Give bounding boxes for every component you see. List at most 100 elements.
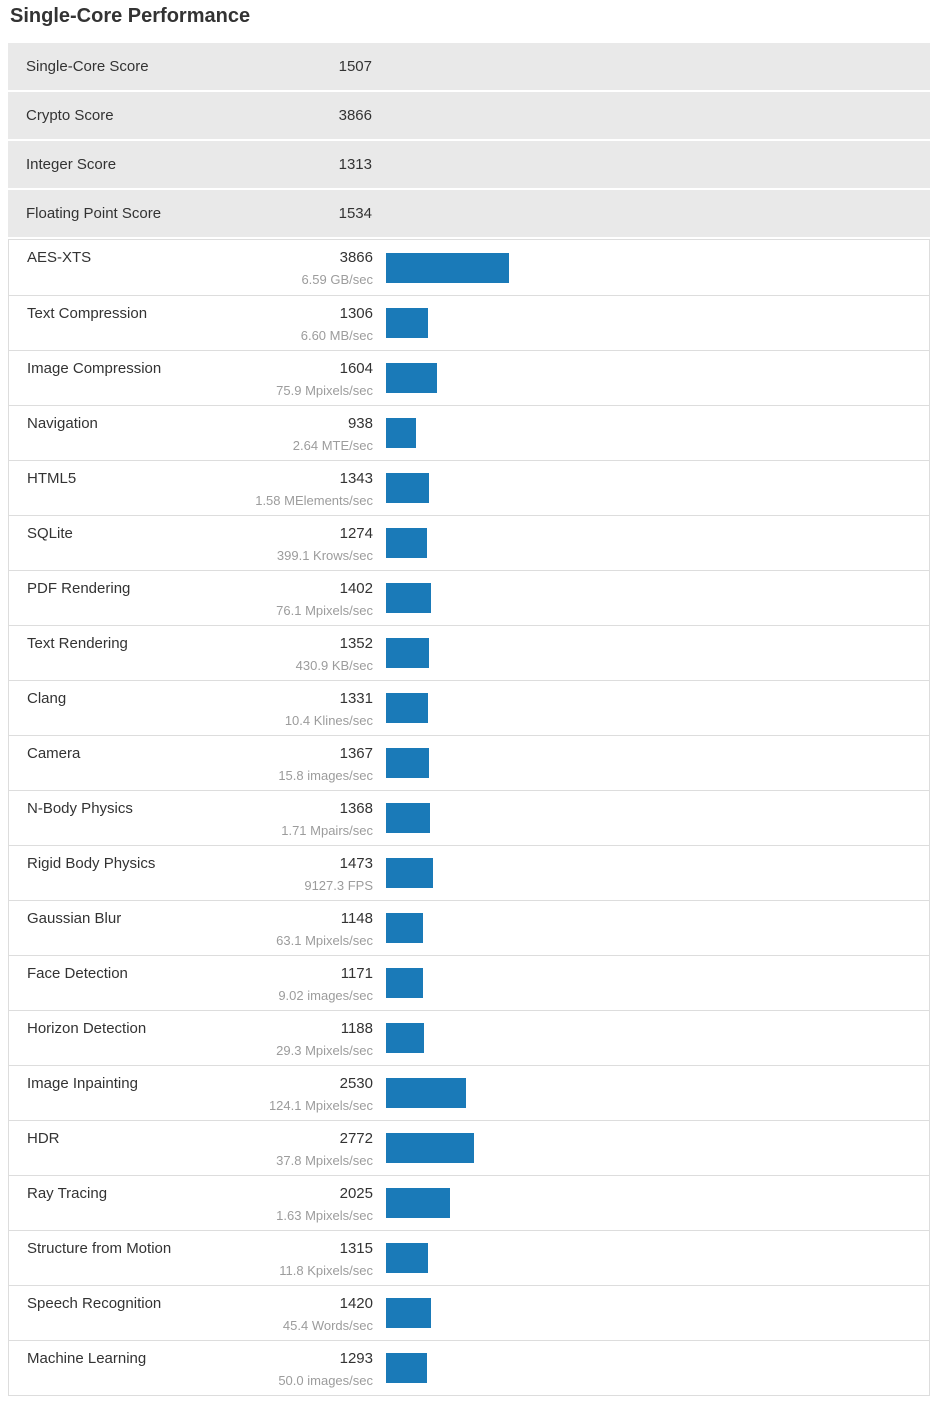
benchmark-row: HTML5 1343 1.58 MElements/sec [9, 460, 929, 515]
benchmark-throughput: 1.71 Mpairs/sec [281, 822, 373, 838]
summary-row: Integer Score 1313 [8, 141, 930, 188]
benchmark-score: 1402 [339, 580, 373, 597]
benchmark-name: Text Compression [27, 305, 148, 322]
benchmark-score: 1343 [339, 470, 373, 487]
benchmark-bar-cell [373, 1011, 929, 1065]
score-bar [386, 308, 428, 338]
benchmark-bar-cell [373, 1286, 929, 1340]
score-bar [386, 803, 430, 833]
benchmark-name: Clang [27, 690, 67, 707]
benchmark-bar-cell [373, 461, 929, 515]
score-bar [386, 252, 509, 283]
summary-value: 1507 [338, 58, 372, 75]
benchmark-name: HTML5 [27, 470, 77, 487]
benchmark-metrics: 1367 15.8 images/sec [278, 745, 373, 783]
benchmark-name: Image Compression [27, 360, 162, 377]
benchmark-throughput: 1.63 Mpixels/sec [276, 1207, 373, 1223]
benchmark-row-labels: Text Rendering 1352 430.9 KB/sec [9, 626, 373, 680]
benchmark-name: HDR [27, 1130, 60, 1147]
benchmark-row-labels: Camera 1367 15.8 images/sec [9, 736, 373, 790]
benchmark-throughput: 15.8 images/sec [278, 767, 373, 783]
benchmark-bar-cell [373, 681, 929, 735]
score-bar [386, 748, 429, 778]
benchmark-row-labels: SQLite 1274 399.1 Krows/sec [9, 516, 373, 570]
benchmark-bar-cell [373, 956, 929, 1010]
benchmark-table: AES-XTS 3866 6.59 GB/sec Text Compressio… [8, 239, 930, 1396]
benchmark-metrics: 3866 6.59 GB/sec [301, 249, 373, 287]
score-bar [386, 1023, 424, 1053]
benchmark-bar-cell [373, 1231, 929, 1285]
benchmark-bar-cell [373, 1176, 929, 1230]
summary-row-content: Crypto Score 3866 [8, 107, 372, 124]
benchmark-throughput: 37.8 Mpixels/sec [276, 1152, 373, 1168]
benchmark-metrics: 1473 9127.3 FPS [304, 855, 373, 893]
benchmark-metrics: 1188 29.3 Mpixels/sec [276, 1020, 373, 1058]
benchmark-row: SQLite 1274 399.1 Krows/sec [9, 515, 929, 570]
summary-value: 1313 [338, 156, 372, 173]
benchmark-row-labels: Rigid Body Physics 1473 9127.3 FPS [9, 846, 373, 900]
summary-value: 1534 [338, 205, 372, 222]
summary-row-content: Integer Score 1313 [8, 156, 372, 173]
benchmark-bar-cell [373, 736, 929, 790]
summary-row: Crypto Score 3866 [8, 92, 930, 139]
benchmark-score: 2025 [339, 1185, 373, 1202]
score-bar [386, 858, 433, 888]
benchmark-name: Horizon Detection [27, 1020, 147, 1037]
benchmark-row-labels: Machine Learning 1293 50.0 images/sec [9, 1341, 373, 1395]
benchmark-row-labels: Ray Tracing 2025 1.63 Mpixels/sec [9, 1176, 373, 1230]
score-bar [386, 418, 416, 448]
benchmark-throughput: 29.3 Mpixels/sec [276, 1042, 373, 1058]
benchmark-throughput: 50.0 images/sec [278, 1372, 373, 1388]
benchmark-row-labels: Horizon Detection 1188 29.3 Mpixels/sec [9, 1011, 373, 1065]
benchmark-score: 1293 [339, 1350, 373, 1367]
benchmark-row-labels: PDF Rendering 1402 76.1 Mpixels/sec [9, 571, 373, 625]
summary-row-content: Floating Point Score 1534 [8, 205, 372, 222]
summary-row-content: Single-Core Score 1507 [8, 58, 372, 75]
benchmark-bar-cell [373, 1066, 929, 1120]
benchmark-metrics: 1352 430.9 KB/sec [296, 635, 373, 673]
score-bar [386, 583, 431, 613]
benchmark-row-labels: Gaussian Blur 1148 63.1 Mpixels/sec [9, 901, 373, 955]
benchmark-metrics: 1148 63.1 Mpixels/sec [276, 910, 373, 948]
benchmark-row-labels: Clang 1331 10.4 Klines/sec [9, 681, 373, 735]
benchmark-row: Text Rendering 1352 430.9 KB/sec [9, 625, 929, 680]
benchmark-row: Navigation 938 2.64 MTE/sec [9, 405, 929, 460]
benchmark-score: 1148 [340, 910, 373, 927]
benchmark-throughput: 9127.3 FPS [304, 877, 373, 893]
benchmark-throughput: 6.60 MB/sec [300, 327, 373, 343]
score-bar [386, 363, 437, 393]
benchmark-bar-cell [373, 351, 929, 405]
benchmark-throughput: 63.1 Mpixels/sec [276, 932, 373, 948]
benchmark-name: Image Inpainting [27, 1075, 138, 1092]
benchmark-bar-cell [373, 571, 929, 625]
benchmark-score: 1274 [339, 525, 373, 542]
benchmark-row-labels: Speech Recognition 1420 45.4 Words/sec [9, 1286, 373, 1340]
score-bar [386, 693, 428, 723]
score-bar [386, 1188, 450, 1218]
benchmark-row-labels: Structure from Motion 1315 11.8 Kpixels/… [9, 1231, 373, 1285]
summary-label: Single-Core Score [26, 58, 149, 75]
benchmark-throughput: 75.9 Mpixels/sec [276, 382, 373, 398]
benchmark-bar-cell [373, 406, 929, 460]
benchmark-row: Image Compression 1604 75.9 Mpixels/sec [9, 350, 929, 405]
benchmark-throughput: 11.8 Kpixels/sec [279, 1262, 373, 1278]
benchmark-row-labels: HDR 2772 37.8 Mpixels/sec [9, 1121, 373, 1175]
benchmark-name: Navigation [27, 415, 98, 432]
benchmark-score: 1473 [339, 855, 373, 872]
benchmark-score: 1367 [339, 745, 373, 762]
benchmark-row: Face Detection 1171 9.02 images/sec [9, 955, 929, 1010]
benchmark-throughput: 45.4 Words/sec [282, 1317, 373, 1333]
benchmark-metrics: 1420 45.4 Words/sec [283, 1295, 373, 1333]
benchmark-metrics: 2772 37.8 Mpixels/sec [276, 1130, 373, 1168]
benchmark-score: 1315 [339, 1240, 373, 1257]
summary-label: Integer Score [26, 156, 117, 173]
benchmark-score: 1604 [339, 360, 373, 377]
benchmark-throughput: 430.9 KB/sec [295, 657, 373, 673]
score-bar [386, 1078, 466, 1108]
summary-table: Single-Core Score 1507 Crypto Score 3866… [8, 43, 930, 237]
benchmark-row: Machine Learning 1293 50.0 images/sec [9, 1340, 929, 1395]
benchmark-row: N-Body Physics 1368 1.71 Mpairs/sec [9, 790, 929, 845]
benchmark-row-labels: HTML5 1343 1.58 MElements/sec [9, 461, 373, 515]
score-bar [386, 1298, 431, 1328]
